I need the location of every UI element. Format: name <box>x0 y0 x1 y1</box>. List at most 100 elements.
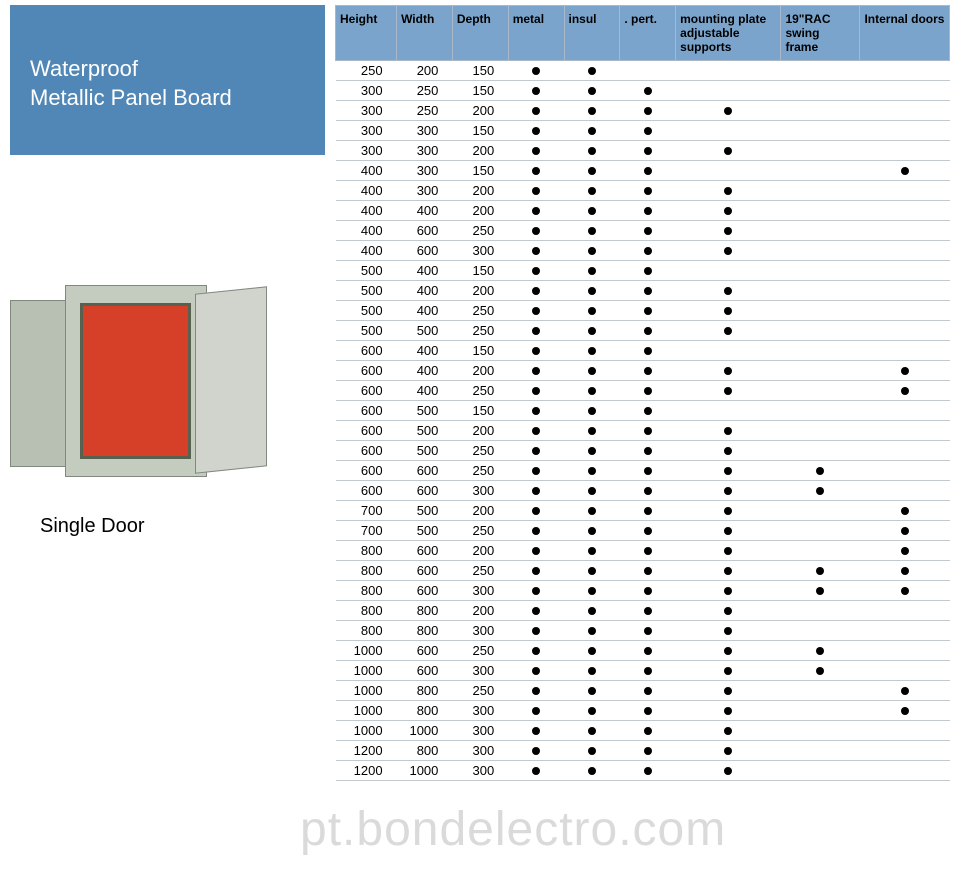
cell-depth: 250 <box>452 301 508 321</box>
col-height: Height <box>336 6 397 61</box>
table-row: 400400200 <box>336 201 950 221</box>
cell-pert <box>620 161 676 181</box>
cell-depth: 200 <box>452 201 508 221</box>
cell-height: 600 <box>336 441 397 461</box>
cell-depth: 250 <box>452 521 508 541</box>
cell-insul <box>564 421 620 441</box>
watermark: pt.bondelectro.com <box>300 802 726 857</box>
cell-mounting <box>676 101 781 121</box>
cell-pert <box>620 441 676 461</box>
table-row: 600400250 <box>336 381 950 401</box>
dot-icon <box>532 687 540 695</box>
cell-insul <box>564 281 620 301</box>
dot-icon <box>532 387 540 395</box>
table-row: 500400250 <box>336 301 950 321</box>
dot-icon <box>644 247 652 255</box>
dot-icon <box>644 147 652 155</box>
cell-mounting <box>676 261 781 281</box>
cell-pert <box>620 741 676 761</box>
table-row: 1000600250 <box>336 641 950 661</box>
cell-depth: 300 <box>452 701 508 721</box>
table-row: 600500250 <box>336 441 950 461</box>
dot-icon <box>588 427 596 435</box>
dot-icon <box>724 607 732 615</box>
dot-icon <box>532 287 540 295</box>
dot-icon <box>588 767 596 775</box>
dot-icon <box>532 487 540 495</box>
cell-internal <box>860 121 950 141</box>
cell-internal <box>860 221 950 241</box>
cell-insul <box>564 621 620 641</box>
cell-width: 1000 <box>397 721 453 741</box>
cell-internal <box>860 661 950 681</box>
cell-height: 1000 <box>336 681 397 701</box>
cell-mounting <box>676 361 781 381</box>
cell-internal <box>860 141 950 161</box>
dot-icon <box>816 647 824 655</box>
dot-icon <box>644 427 652 435</box>
cell-depth: 200 <box>452 101 508 121</box>
dot-icon <box>816 667 824 675</box>
cell-pert <box>620 321 676 341</box>
cell-insul <box>564 601 620 621</box>
table-row: 400300200 <box>336 181 950 201</box>
cell-internal <box>860 181 950 201</box>
cell-metal <box>508 661 564 681</box>
cell-insul <box>564 521 620 541</box>
cell-width: 800 <box>397 741 453 761</box>
dot-icon <box>724 547 732 555</box>
cell-metal <box>508 701 564 721</box>
cell-mounting <box>676 741 781 761</box>
dot-icon <box>588 587 596 595</box>
cell-pert <box>620 381 676 401</box>
dot-icon <box>644 207 652 215</box>
cell-metal <box>508 541 564 561</box>
cell-depth: 300 <box>452 621 508 641</box>
cell-pert <box>620 641 676 661</box>
cell-rac <box>781 401 860 421</box>
dot-icon <box>644 547 652 555</box>
table-row: 800600200 <box>336 541 950 561</box>
cell-pert <box>620 561 676 581</box>
cell-height: 1000 <box>336 661 397 681</box>
table-row: 1000800300 <box>336 701 950 721</box>
cell-insul <box>564 581 620 601</box>
table-row: 10001000300 <box>336 721 950 741</box>
table-row: 600500150 <box>336 401 950 421</box>
cell-metal <box>508 61 564 81</box>
cell-rac <box>781 61 860 81</box>
dot-icon <box>588 487 596 495</box>
dot-icon <box>724 527 732 535</box>
cell-insul <box>564 701 620 721</box>
cell-internal <box>860 541 950 561</box>
cell-depth: 300 <box>452 761 508 781</box>
cell-width: 800 <box>397 681 453 701</box>
cell-depth: 250 <box>452 221 508 241</box>
dot-icon <box>901 687 909 695</box>
cell-rac <box>781 421 860 441</box>
cell-metal <box>508 261 564 281</box>
dot-icon <box>644 327 652 335</box>
dot-icon <box>532 67 540 75</box>
dot-icon <box>588 647 596 655</box>
dot-icon <box>724 387 732 395</box>
dot-icon <box>724 367 732 375</box>
dot-icon <box>532 107 540 115</box>
dot-icon <box>724 107 732 115</box>
cell-height: 300 <box>336 81 397 101</box>
table-row: 1000600300 <box>336 661 950 681</box>
cell-rac <box>781 101 860 121</box>
dot-icon <box>532 567 540 575</box>
cell-internal <box>860 601 950 621</box>
cell-internal <box>860 641 950 661</box>
cell-mounting <box>676 621 781 641</box>
cell-pert <box>620 81 676 101</box>
cell-pert <box>620 421 676 441</box>
dot-icon <box>724 447 732 455</box>
cell-width: 600 <box>397 641 453 661</box>
dot-icon <box>588 247 596 255</box>
cell-depth: 200 <box>452 541 508 561</box>
cell-depth: 300 <box>452 721 508 741</box>
cell-insul <box>564 401 620 421</box>
cell-rac <box>781 461 860 481</box>
